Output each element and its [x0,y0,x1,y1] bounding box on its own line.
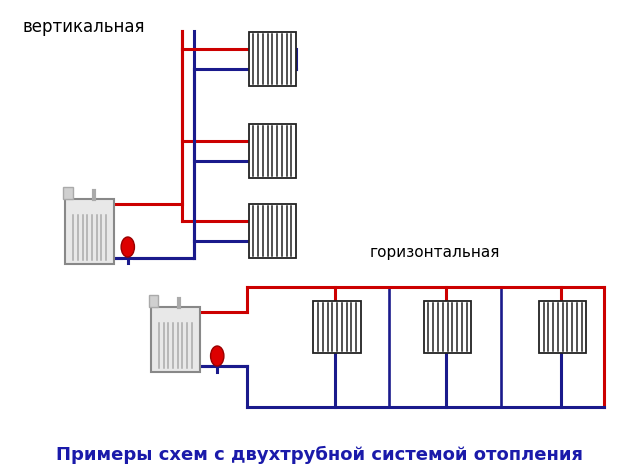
Bar [148,295,158,307]
Bar [314,301,361,353]
Ellipse shape [121,238,134,258]
Bar [248,125,296,178]
Bar [63,187,72,199]
Bar [248,205,296,258]
Ellipse shape [211,346,224,366]
Text: Примеры схем с двухтрубной системой отопления: Примеры схем с двухтрубной системой отоп… [56,445,584,463]
Text: горизонтальная: горизонтальная [369,244,500,259]
Bar [248,33,296,87]
Bar [65,199,115,264]
Text: вертикальная: вертикальная [22,18,145,36]
Bar [424,301,471,353]
Bar [150,307,200,372]
Bar [539,301,586,353]
